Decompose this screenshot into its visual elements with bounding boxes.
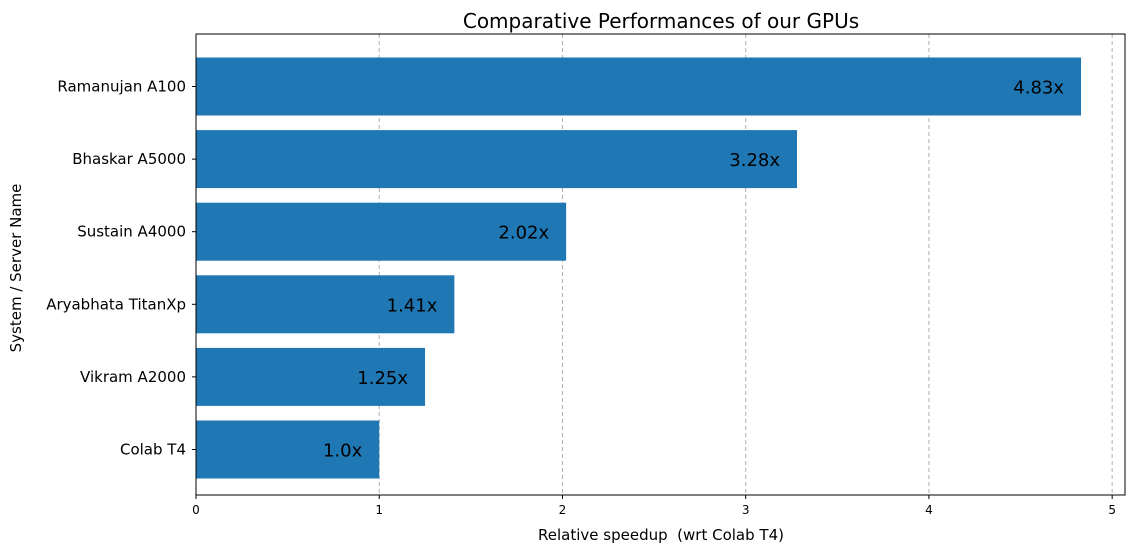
data-label: 2.02x [498,223,549,244]
bar [196,420,380,479]
chart-title: Comparative Performances of our GPUs [463,9,859,33]
plot-frame [195,33,1126,496]
data-label: 1.25x [357,368,408,389]
bars [196,57,1082,479]
x-axis-label: Relative speedup (wrt Colab T4) [538,526,784,544]
x-tick-label: 2 [559,503,567,517]
x-tick-label: 3 [742,503,750,517]
data-label: 4.83x [1013,78,1064,99]
bar [196,275,455,334]
data-label: 3.28x [729,150,780,171]
category-label: Colab T4 [120,441,186,459]
bar [196,347,426,406]
category-label: Sustain A4000 [77,223,186,241]
x-tick-label: 1 [375,503,383,517]
bar [196,130,798,189]
data-labels: 4.83x 3.28x 2.02x 1.41x 1.25x 1.0x [323,78,1064,462]
category-label: Bhaskar A5000 [72,150,186,168]
data-label: 1.41x [387,295,438,316]
y-axis-label: System / Server Name [7,184,25,353]
x-tick-label: 0 [192,503,200,517]
data-label: 1.0x [323,441,363,462]
category-label: Aryabhata TitanXp [46,295,186,313]
axis-ticks: 0 1 2 3 4 5 Ramanujan A100 Bhaskar A5000 Sustain… [46,78,1116,518]
bar [196,202,567,261]
category-label: Ramanujan A100 [57,78,186,96]
category-label: Vikram A2000 [80,368,186,386]
bar [196,57,1082,116]
x-tick-label: 4 [925,503,933,517]
x-tick-label: 5 [1108,503,1116,517]
